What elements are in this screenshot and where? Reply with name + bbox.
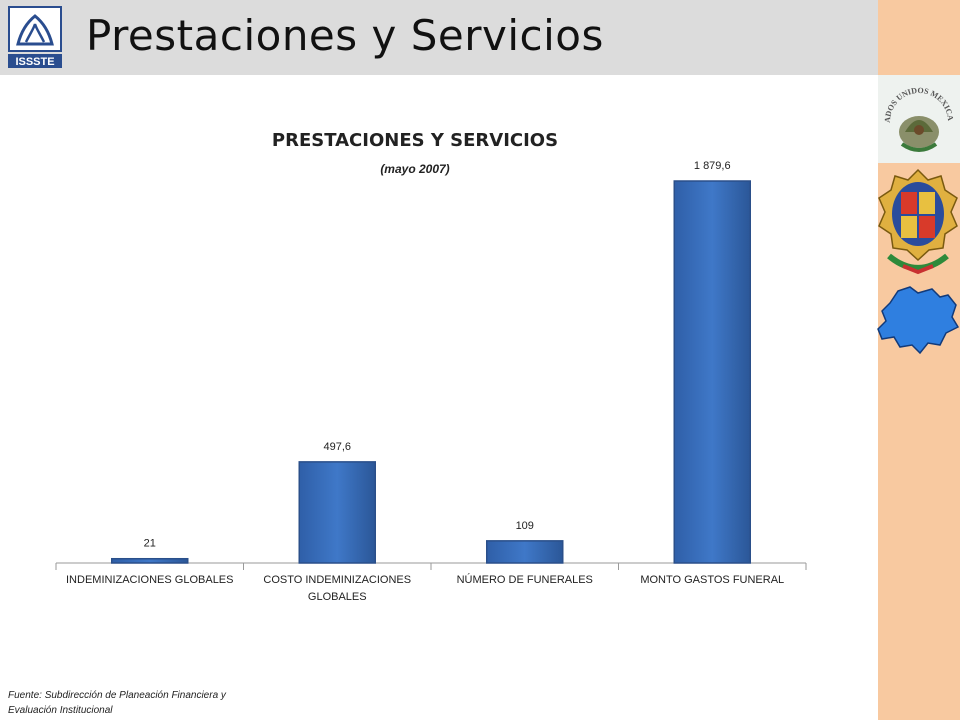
mexican-coat-of-arms-icon: ESTADOS UNIDOS MEXICANOS: [880, 78, 955, 152]
x-tick-label: GLOBALES: [308, 591, 367, 603]
source-line-2: Evaluación Institucional: [8, 705, 113, 716]
issste-logo: ISSSTE: [8, 6, 62, 68]
data-label: 1 879,6: [694, 160, 731, 172]
bar: [111, 557, 189, 564]
source-line-1: Fuente: Subdirección de Planeación Finan…: [8, 690, 226, 701]
x-tick-label: COSTO INDEMINIZACIONES: [263, 574, 411, 586]
state-map-icon: [877, 286, 960, 355]
bar: [673, 180, 751, 564]
bar: [486, 540, 564, 564]
header-bar: [0, 0, 878, 75]
page-title: Prestaciones y Servicios: [86, 11, 604, 60]
bar: [298, 461, 376, 564]
state-coat-of-arms-icon: [878, 168, 958, 275]
chart-title: PRESTACIONES Y SERVICIOS: [271, 130, 559, 151]
logo-text: ISSSTE: [15, 56, 54, 68]
chart-subtitle: (mayo 2007): [380, 162, 450, 176]
data-label: 109: [516, 520, 534, 532]
x-tick-label: MONTO GASTOS FUNERAL: [640, 574, 784, 586]
data-label: 21: [144, 538, 156, 550]
bar-chart: 21 INDEMINIZACIONES GLOBALES 497,6 COSTO IN…: [55, 160, 807, 603]
data-label: 497,6: [323, 441, 351, 453]
x-tick-label: INDEMINIZACIONES GLOBALES: [66, 574, 233, 586]
x-tick-label: NÚMERO DE FUNERALES: [457, 573, 593, 586]
source-note: Fuente: Subdirección de Planeación Finan…: [8, 688, 268, 718]
